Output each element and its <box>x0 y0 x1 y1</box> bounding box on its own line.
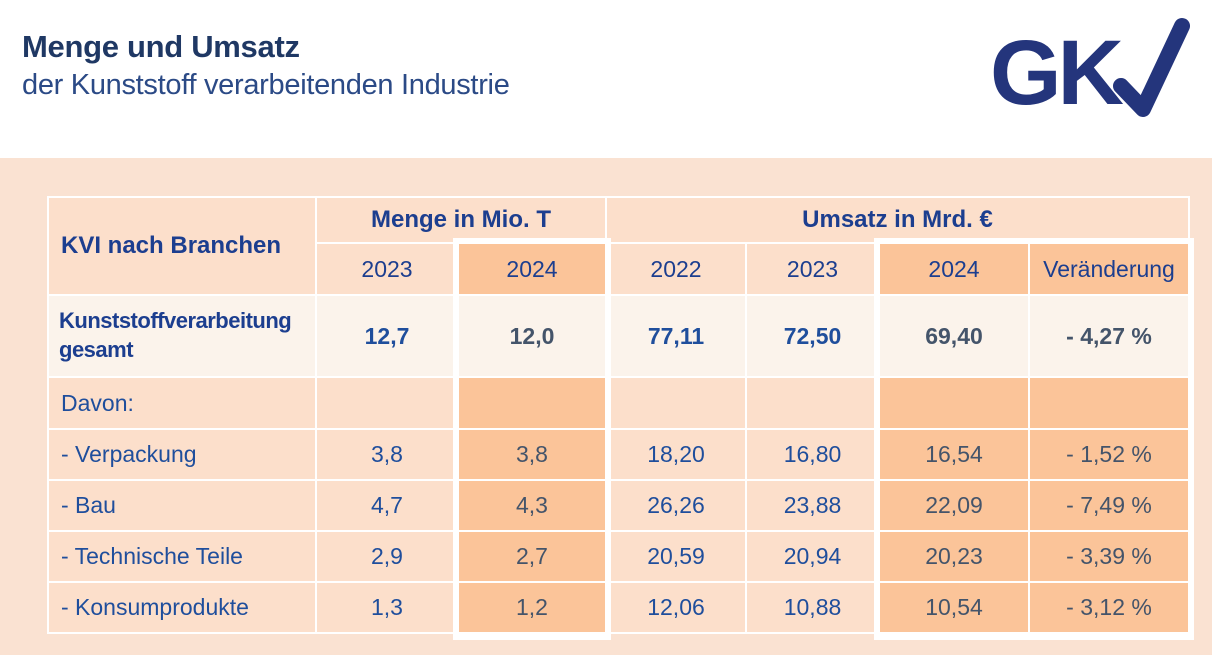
row-label-verpackung: - Verpackung <box>49 430 315 479</box>
total-veraenderung: - 4,27 % <box>1030 296 1188 376</box>
cell-bau-umsatz-2022: 26,26 <box>607 481 745 530</box>
cell-verpackung-umsatz-2022: 18,20 <box>607 430 745 479</box>
page-subtitle: der Kunststoff verarbeitenden Industrie <box>22 68 510 101</box>
cell-konsum-menge-2023: 1,3 <box>317 583 457 632</box>
total-menge-2023: 12,7 <box>317 296 457 376</box>
cell-technische-umsatz-2023: 20,94 <box>747 532 878 581</box>
header: Menge und Umsatz der Kunststoff verarbei… <box>22 28 510 104</box>
year-header-menge-2024: 2024 <box>459 244 605 294</box>
cell-bau-umsatz-2024: 22,09 <box>880 481 1028 530</box>
cell-verpackung-menge-2024: 3,8 <box>459 430 605 479</box>
svg-text:GK: GK <box>990 22 1124 122</box>
total-umsatz-2022: 77,11 <box>607 296 745 376</box>
cell-verpackung-veraenderung: - 1,52 % <box>1030 430 1188 479</box>
section-empty-cell <box>747 378 878 428</box>
cell-technische-menge-2024: 2,7 <box>459 532 605 581</box>
kvi-table: KVI nach Branchen Menge in Mio. T Umsatz… <box>47 196 1194 640</box>
section-empty-cell <box>607 378 745 428</box>
year-header-umsatz-2023: 2023 <box>747 244 878 294</box>
cell-technische-umsatz-2022: 20,59 <box>607 532 745 581</box>
cell-konsum-umsatz-2022: 12,06 <box>607 583 745 632</box>
cell-technische-menge-2023: 2,9 <box>317 532 457 581</box>
cell-technische-veraenderung: - 3,39 % <box>1030 532 1188 581</box>
cell-konsum-umsatz-2023: 10,88 <box>747 583 878 632</box>
cell-verpackung-menge-2023: 3,8 <box>317 430 457 479</box>
cell-bau-menge-2024: 4,3 <box>459 481 605 530</box>
cell-technische-umsatz-2024: 20,23 <box>880 532 1028 581</box>
cell-konsum-veraenderung: - 3,12 % <box>1030 583 1188 632</box>
cell-bau-umsatz-2023: 23,88 <box>747 481 878 530</box>
total-row-label: Kunststoffverarbeitung gesamt <box>49 296 315 376</box>
corner-header: KVI nach Branchen <box>49 198 315 294</box>
cell-verpackung-umsatz-2024: 16,54 <box>880 430 1028 479</box>
cell-konsum-menge-2024: 1,2 <box>459 583 605 632</box>
row-label-konsumprodukte: - Konsumprodukte <box>49 583 315 632</box>
section-empty-cell <box>317 378 457 428</box>
cell-bau-menge-2023: 4,7 <box>317 481 457 530</box>
page-title: Menge und Umsatz <box>22 29 300 64</box>
year-header-umsatz-2024: 2024 <box>880 244 1028 294</box>
section-empty-cell <box>880 378 1028 428</box>
section-row-label: Davon: <box>49 378 315 428</box>
row-label-bau: - Bau <box>49 481 315 530</box>
year-header-menge-2023: 2023 <box>317 244 457 294</box>
row-label-technische-teile: - Technische Teile <box>49 532 315 581</box>
cell-verpackung-umsatz-2023: 16,80 <box>747 430 878 479</box>
total-umsatz-2023: 72,50 <box>747 296 878 376</box>
group-header-menge: Menge in Mio. T <box>317 198 605 242</box>
cell-konsum-umsatz-2024: 10,54 <box>880 583 1028 632</box>
group-header-umsatz: Umsatz in Mrd. € <box>607 198 1188 242</box>
year-header-veraenderung: Veränderung <box>1030 244 1188 294</box>
total-menge-2024: 12,0 <box>459 296 605 376</box>
total-umsatz-2024: 69,40 <box>880 296 1028 376</box>
gkv-logo-icon: GK <box>990 18 1190 122</box>
year-header-umsatz-2022: 2022 <box>607 244 745 294</box>
section-empty-cell <box>459 378 605 428</box>
cell-bau-veraenderung: - 7,49 % <box>1030 481 1188 530</box>
section-empty-cell <box>1030 378 1188 428</box>
